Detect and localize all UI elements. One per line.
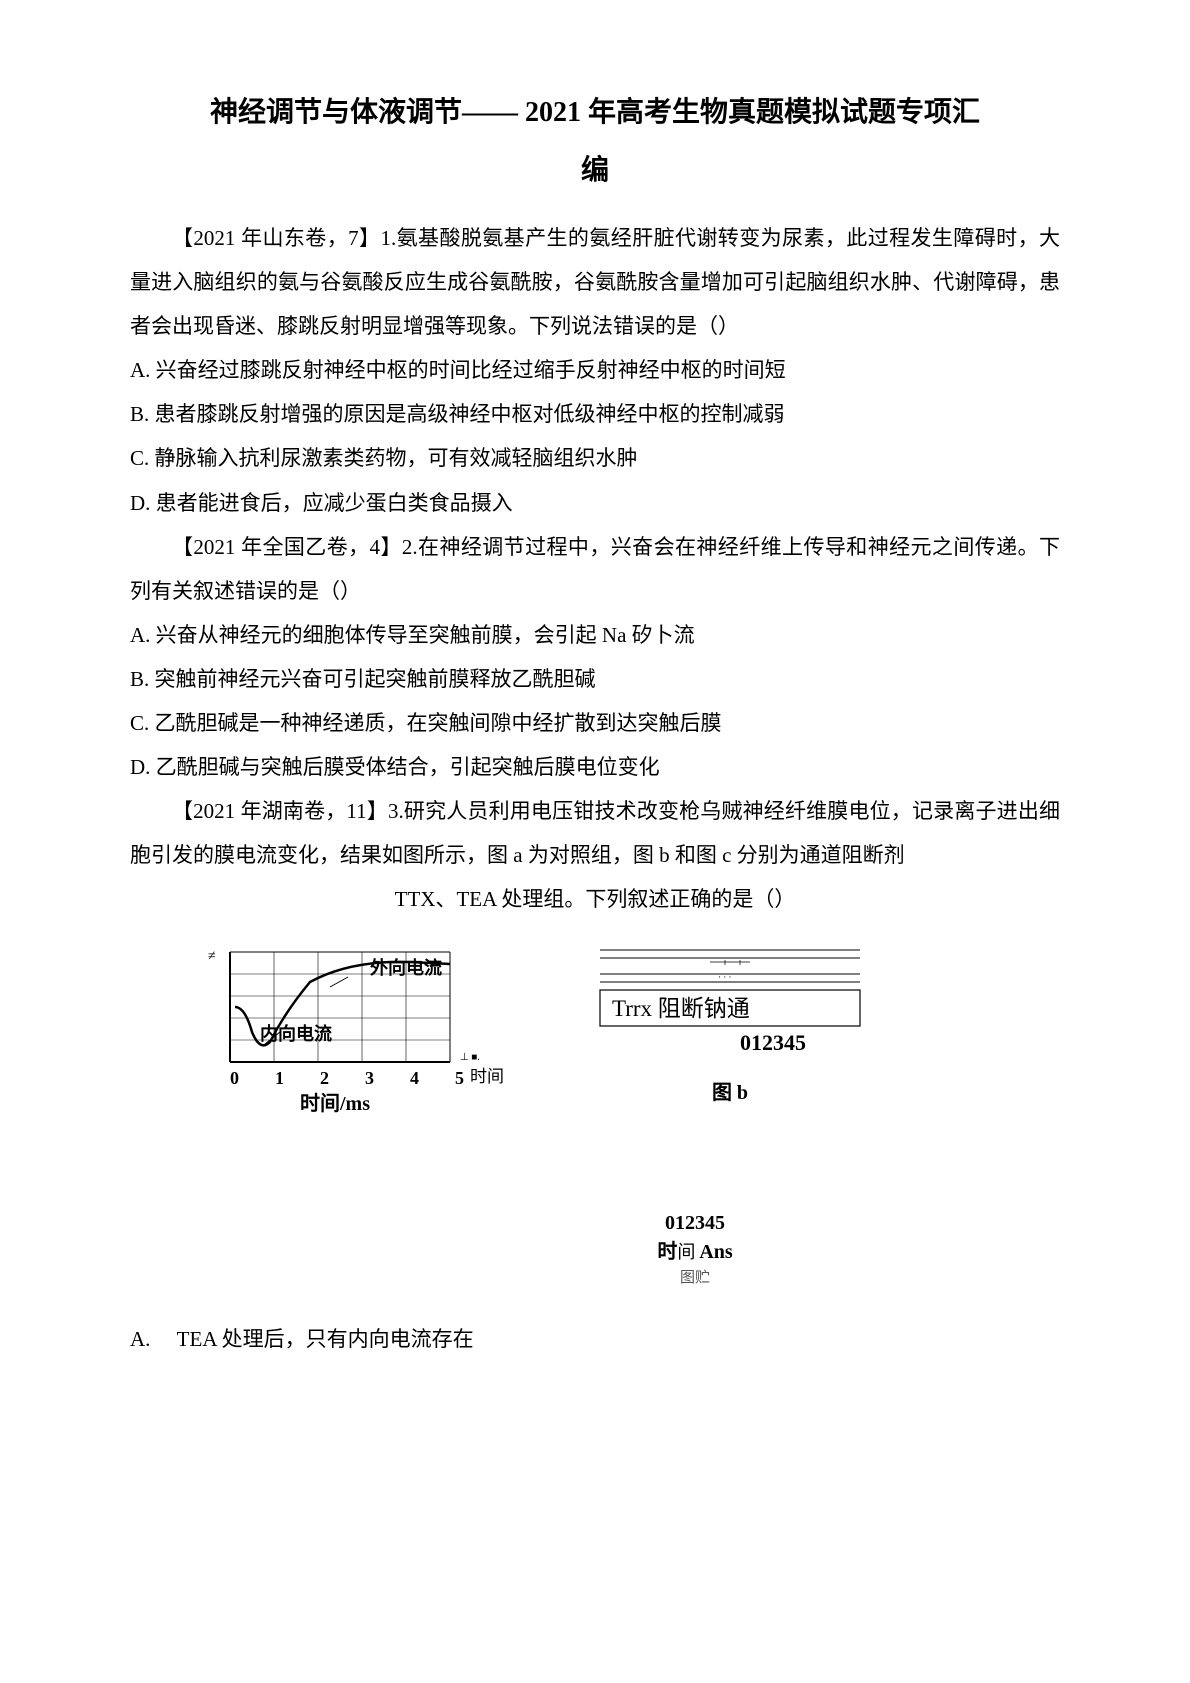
fig-a-leader-out: [330, 977, 348, 987]
q1-option-b: B. 患者膝跳反射增强的原因是高级神经中枢对低级神经中枢的控制减弱: [130, 392, 1060, 436]
fig-b-box-text: Trrx 阻断钠通: [612, 996, 750, 1021]
fig-c-xticks: 012345: [330, 1212, 1060, 1235]
fig-b-tiny: · · ·: [718, 972, 732, 982]
fig-b-xticks: 012345: [740, 1030, 806, 1055]
fig-a-tiny-mark: ⊥ ■.: [460, 1052, 480, 1063]
figure-a-svg: ≠ 外向电流 内向电流 0 1 2 3 4 5 时间/m: [190, 932, 510, 1122]
q1-stem: 【2021 年山东卷，7】1.氨基酸脱氨基产生的氨经肝脏代谢转变为尿素，此过程发…: [130, 216, 1060, 348]
fig-a-inward-label: 内向电流: [260, 1023, 332, 1044]
q1-option-c: C. 静脉输入抗利尿激素类药物，可有效减轻脑组织水肿: [130, 436, 1060, 480]
figure-row: ≠ 外向电流 内向电流 0 1 2 3 4 5 时间/m: [130, 932, 1060, 1122]
q1-option-d: D. 患者能进食后，应减少蛋白类食品摄入: [130, 481, 1060, 525]
q2-option-c: C. 乙酰胆碱是一种神经递质，在突触间隙中经扩散到达突触后膜: [130, 701, 1060, 745]
fig-c-xlabel-mid: 间: [677, 1242, 695, 1262]
figure-c: 012345 时间 Ans 图贮: [130, 1212, 1060, 1287]
q1-option-a: A. 兴奋经过膝跳反射神经中枢的时间比经过缩手反射神经中枢的时间短: [130, 348, 1060, 392]
fig-c-xlabel: 时间 Ans: [330, 1235, 1060, 1264]
fig-c-xlabel-suffix: Ans: [699, 1241, 732, 1263]
figure-a: ≠ 外向电流 内向电流 0 1 2 3 4 5 时间/m: [190, 932, 510, 1122]
figure-b-caption: 图 b: [712, 1076, 748, 1105]
doc-title-line2: 编: [130, 148, 1060, 188]
q2-stem: 【2021 年全国乙卷，4】2.在神经调节过程中，兴奋会在神经纤维上传导和神经元…: [130, 525, 1060, 613]
q3-stem-line2: TTX、TEA 处理组。下列叙述正确的是（）: [130, 877, 1060, 921]
q3-stem-line1: 【2021 年湖南卷，11】3.研究人员利用电压钳技术改变枪乌贼神经纤维膜电位，…: [130, 789, 1060, 877]
fig-a-outward-label: 外向电流: [370, 957, 442, 978]
fig-c-caption: 图贮: [330, 1266, 1060, 1287]
fig-a-y-symbol: ≠: [208, 949, 216, 964]
figure-b-svg: · · · Trrx 阻断钠通 012345: [590, 932, 870, 1062]
q2-option-b: B. 突触前神经元兴奋可引起突触前膜释放乙酰胆碱: [130, 657, 1060, 701]
fig-a-xticks: 0 1 2 3 4 5: [230, 1068, 464, 1088]
fig-a-xlabel: 时间/ms: [300, 1092, 370, 1115]
q2-option-a: A. 兴奋从神经元的细胞体传导至突触前膜，会引起 Na 矽卜流: [130, 613, 1060, 657]
figure-b: · · · Trrx 阻断钠通 012345 图 b: [590, 932, 870, 1105]
q2-option-d: D. 乙酰胆碱与突触后膜受体结合，引起突触后膜电位变化: [130, 745, 1060, 789]
fig-c-xlabel-prefix: 时: [657, 1241, 677, 1263]
doc-title-line1: 神经调节与体液调节—— 2021 年高考生物真题模拟试题专项汇: [130, 90, 1060, 130]
q3-option-a: A. TEA 处理后，只有内向电流存在: [130, 1317, 1060, 1361]
fig-a-right-label: 时间: [470, 1067, 504, 1086]
